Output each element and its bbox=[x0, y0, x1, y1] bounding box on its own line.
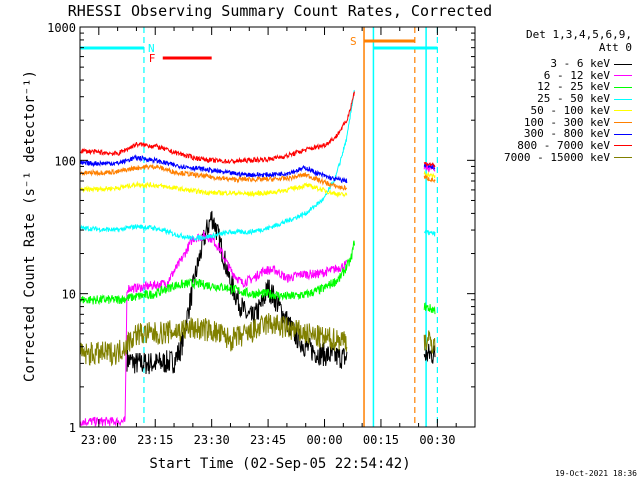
legend-swatch bbox=[614, 86, 632, 88]
legend-entry-label: 12 - 25 keV bbox=[537, 80, 610, 94]
legend-swatch bbox=[614, 110, 632, 112]
legend-swatch bbox=[614, 122, 632, 123]
footer-date: 19-Oct-2021 18:36 bbox=[555, 469, 637, 478]
series-line bbox=[79, 91, 355, 165]
series-line-tail bbox=[423, 162, 436, 171]
legend-swatch bbox=[614, 98, 632, 100]
series-line-tail bbox=[423, 162, 436, 173]
legend-swatch bbox=[614, 145, 632, 147]
x-tick-label: 23:45 bbox=[250, 433, 286, 447]
series-line-tail bbox=[423, 161, 436, 168]
x-tick-label: 00:00 bbox=[306, 433, 342, 447]
plot-area: NF S bbox=[79, 27, 438, 428]
legend-swatch bbox=[614, 133, 632, 135]
legend-entry-label: 50 - 100 keV bbox=[530, 103, 610, 117]
legend-swatch bbox=[614, 63, 632, 65]
series-line bbox=[79, 240, 355, 306]
series-line-tail bbox=[423, 174, 436, 184]
y-tick-label: 1 bbox=[69, 421, 76, 435]
legend-entry-label: 300 - 800 keV bbox=[523, 127, 610, 141]
legend-entry: 12 - 25 keV bbox=[537, 80, 632, 93]
legend-entry: 7000 - 15000 keV bbox=[504, 151, 632, 164]
series-line bbox=[79, 180, 348, 198]
x-tick-label: 23:15 bbox=[137, 433, 173, 447]
series-line-tail bbox=[423, 302, 436, 315]
legend-entry: 800 - 7000 keV bbox=[517, 139, 632, 152]
x-tick-label: 23:00 bbox=[81, 433, 117, 447]
plot-frame bbox=[79, 26, 476, 428]
annotation-night-label: N bbox=[148, 42, 155, 55]
y-axis-label: Corrected Count Rate (s⁻¹ detector⁻¹) bbox=[22, 70, 38, 382]
x-tick-label: 23:30 bbox=[194, 433, 230, 447]
legend-entry: 100 - 300 keV bbox=[524, 116, 632, 129]
legend-entry-label: 6 - 12 keV bbox=[543, 68, 610, 82]
annotation-flare-label: F bbox=[149, 52, 156, 65]
legend-entry: 3 - 6 keV bbox=[550, 57, 632, 70]
y-tick-label: 10 bbox=[62, 288, 76, 302]
series-line bbox=[80, 313, 348, 367]
x-tick-label: 00:15 bbox=[363, 433, 399, 447]
axes: 1 10 100 1000 23:00 23:15 23:30 23:45 00:00 00:15… bbox=[47, 21, 476, 447]
series-line-tail bbox=[423, 330, 436, 355]
legend-swatch bbox=[614, 75, 632, 77]
legend-entry: 25 - 50 keV bbox=[537, 92, 632, 105]
legend-detector-line-2: Att 0 bbox=[598, 41, 632, 54]
legend-entry-label: 100 - 300 keV bbox=[523, 115, 610, 129]
legend-entry-label: 7000 - 15000 keV bbox=[504, 150, 610, 164]
legend-entry-label: 25 - 50 keV bbox=[537, 92, 610, 106]
series-line bbox=[79, 154, 348, 184]
series-line bbox=[79, 89, 355, 242]
legend-detector-line-1: Det 1,3,4,5,6,9, bbox=[526, 28, 632, 41]
series-line bbox=[79, 163, 348, 191]
series-line-tail bbox=[423, 229, 436, 237]
legend-entry: 300 - 800 keV bbox=[524, 127, 632, 140]
legend-entry-label: 800 - 7000 keV bbox=[517, 138, 610, 152]
chart-title: RHESSI Observing Summary Count Rates, Co… bbox=[68, 2, 492, 20]
series-line bbox=[79, 230, 348, 428]
legend-entry: 6 - 12 keV bbox=[544, 69, 632, 82]
y-tick-label: 1000 bbox=[47, 21, 76, 35]
series-line bbox=[126, 210, 348, 375]
legend-swatch bbox=[614, 157, 632, 159]
x-tick-label: 00:30 bbox=[419, 433, 455, 447]
annotation-saa-label: S bbox=[350, 35, 357, 48]
legend-entry: 50 - 100 keV bbox=[531, 104, 632, 117]
y-tick-label: 100 bbox=[54, 154, 76, 168]
x-axis-label: Start Time (02-Sep-05 22:54:42) bbox=[149, 456, 410, 472]
legend-entry-label: 3 - 6 keV bbox=[550, 57, 610, 70]
